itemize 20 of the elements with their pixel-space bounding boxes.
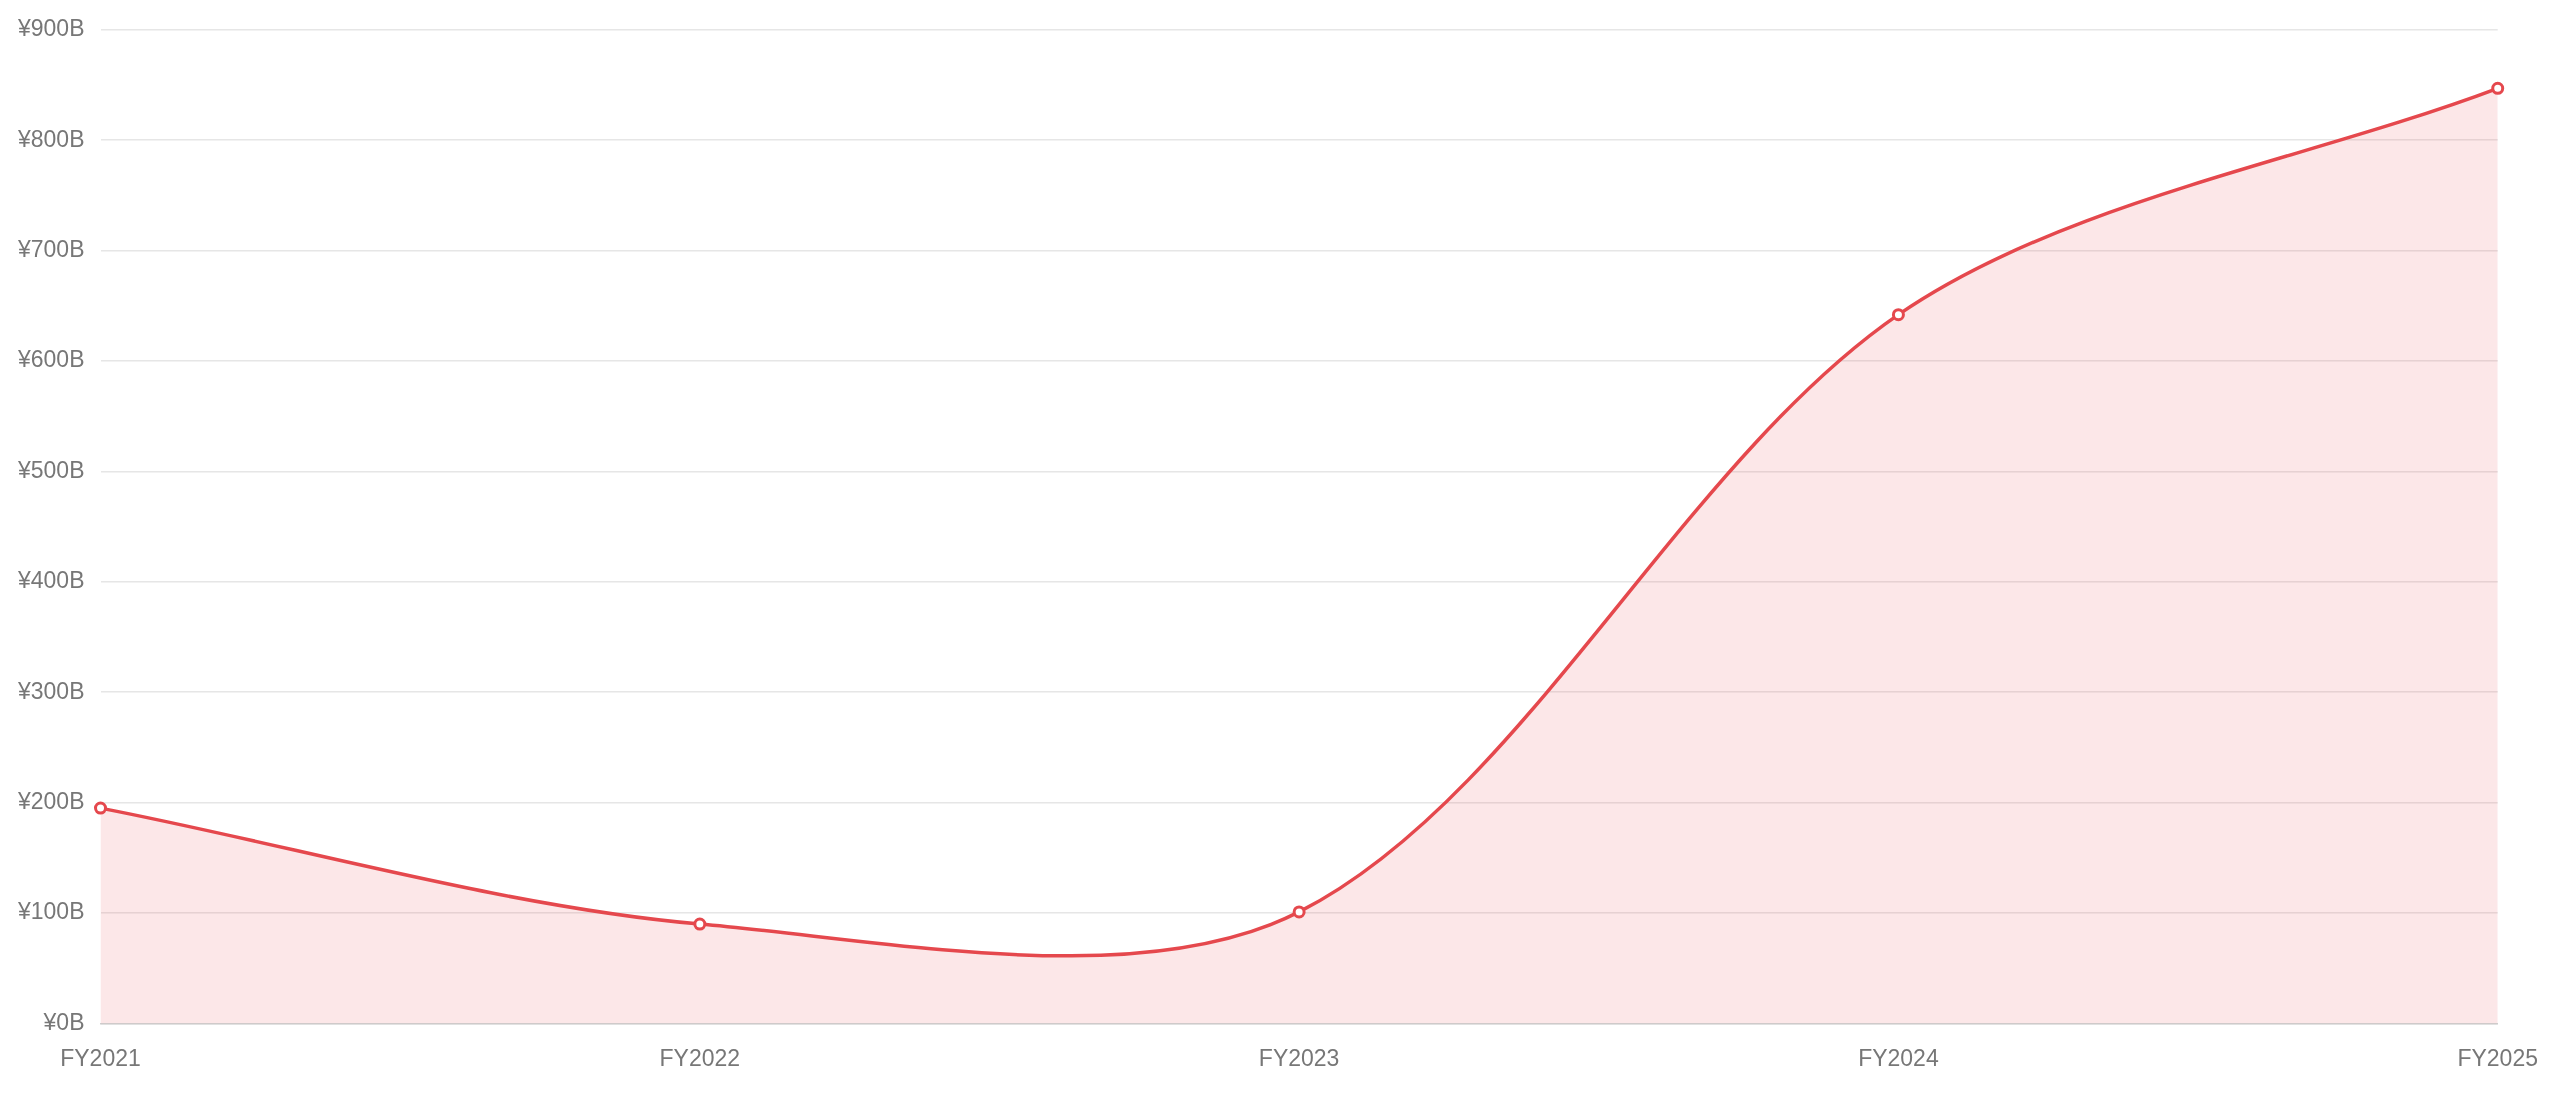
point xyxy=(1891,308,1905,322)
y-tick-label: ¥600B xyxy=(16,346,85,373)
y-tick-label: ¥800B xyxy=(16,125,85,152)
x-tick-label: FY2025 xyxy=(2457,1044,2538,1071)
point xyxy=(94,801,108,815)
y-tick-label: ¥400B xyxy=(16,567,85,594)
x-tick-label: FY2023 xyxy=(1258,1044,1340,1071)
y-tick-label: ¥300B xyxy=(16,677,85,704)
y-tick-label: ¥0B xyxy=(42,1008,85,1035)
y-tick-label: ¥900B xyxy=(16,15,85,42)
x-tick-label: FY2021 xyxy=(60,1044,141,1071)
point xyxy=(1292,905,1306,919)
y-tick-label: ¥500B xyxy=(16,456,85,483)
x-tick-label: FY2024 xyxy=(1858,1044,1939,1071)
point xyxy=(2491,81,2505,95)
y-tick-label: ¥700B xyxy=(16,235,85,262)
y-tick-label: ¥200B xyxy=(16,787,85,814)
y-tick-label: ¥100B xyxy=(16,898,85,925)
x-tick-label: FY2022 xyxy=(659,1044,741,1071)
point xyxy=(693,917,707,931)
